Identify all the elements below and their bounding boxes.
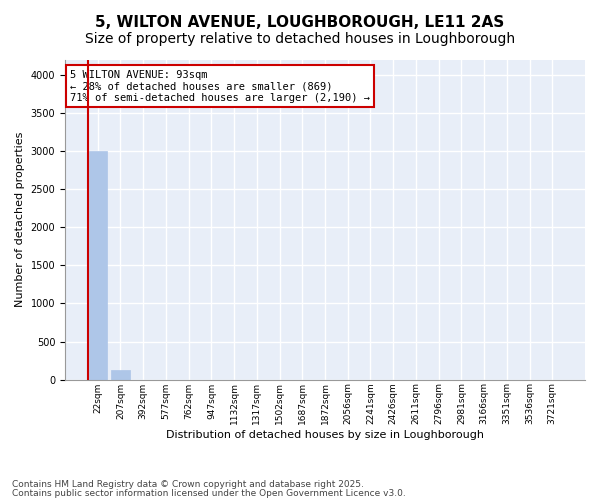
Bar — [89, 152, 107, 380]
Text: 5 WILTON AVENUE: 93sqm
← 28% of detached houses are smaller (869)
71% of semi-de: 5 WILTON AVENUE: 93sqm ← 28% of detached… — [70, 70, 370, 103]
Y-axis label: Number of detached properties: Number of detached properties — [15, 132, 25, 308]
Text: Size of property relative to detached houses in Loughborough: Size of property relative to detached ho… — [85, 32, 515, 46]
X-axis label: Distribution of detached houses by size in Loughborough: Distribution of detached houses by size … — [166, 430, 484, 440]
Text: 5, WILTON AVENUE, LOUGHBOROUGH, LE11 2AS: 5, WILTON AVENUE, LOUGHBOROUGH, LE11 2AS — [95, 15, 505, 30]
Bar — [112, 370, 130, 380]
Text: Contains public sector information licensed under the Open Government Licence v3: Contains public sector information licen… — [12, 488, 406, 498]
Text: Contains HM Land Registry data © Crown copyright and database right 2025.: Contains HM Land Registry data © Crown c… — [12, 480, 364, 489]
